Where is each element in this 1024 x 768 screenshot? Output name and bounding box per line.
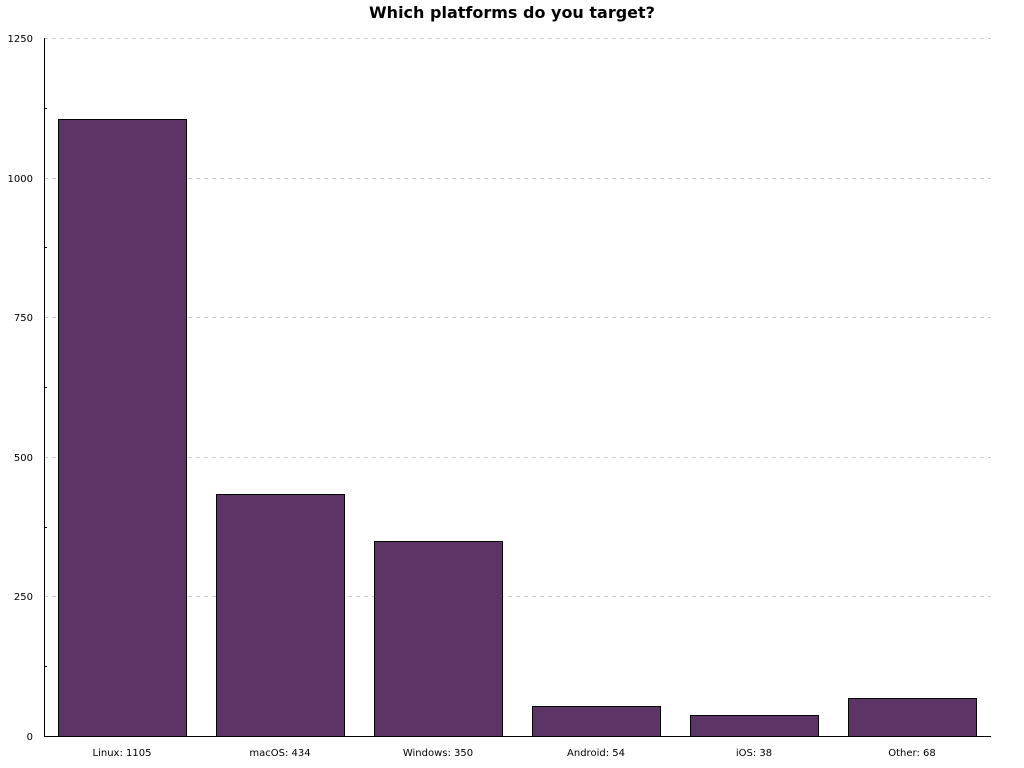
bar (532, 706, 661, 737)
chart-title: Which platforms do you target? (369, 3, 655, 22)
x-tick-label: Linux: 1105 (93, 748, 152, 759)
bar (216, 494, 345, 737)
bar (848, 698, 977, 737)
y-tick-label: 1250 (8, 34, 33, 45)
x-tick-label: Other: 68 (888, 748, 936, 759)
y-tick-label: 750 (14, 313, 33, 324)
y-tick-label: 1000 (8, 174, 33, 185)
bar (58, 119, 187, 737)
x-tick-label: Android: 54 (567, 748, 625, 759)
y-tick-label: 500 (14, 453, 33, 464)
bar (374, 541, 503, 737)
y-tick-label: 0 (27, 732, 33, 743)
x-tick-label: Windows: 350 (403, 748, 473, 759)
bar (690, 715, 819, 737)
y-tick-label: 250 (14, 592, 33, 603)
x-tick-label: macOS: 434 (249, 748, 310, 759)
x-tick-label: iOS: 38 (736, 748, 772, 759)
